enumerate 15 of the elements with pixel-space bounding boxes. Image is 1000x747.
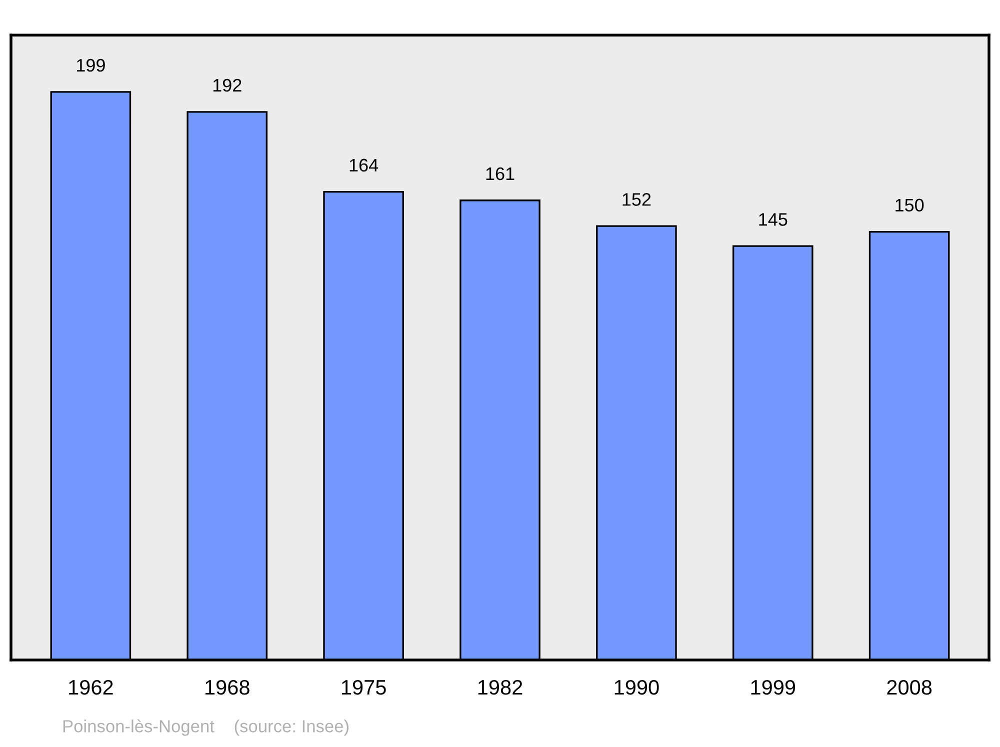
x-tick-label: 1968	[206, 680, 250, 695]
x-tick-label: 1999	[751, 680, 796, 695]
x-tick-label: 1990	[614, 680, 659, 695]
data-label: 192	[213, 78, 242, 92]
data-label: 199	[76, 58, 105, 72]
x-tick-label: 1975	[342, 680, 386, 695]
data-label: 152	[622, 193, 651, 206]
x-tick-label: 2008	[887, 680, 932, 695]
data-label: 145	[759, 213, 788, 226]
x-tick-label: 1962	[69, 680, 113, 695]
data-label: 164	[350, 158, 378, 172]
x-tick-label: 1982	[478, 680, 522, 695]
text: Poinson-lès-Nogent (source: Insee)	[63, 719, 348, 736]
data-label: 150	[896, 198, 924, 212]
data-label: 161	[486, 167, 514, 180]
